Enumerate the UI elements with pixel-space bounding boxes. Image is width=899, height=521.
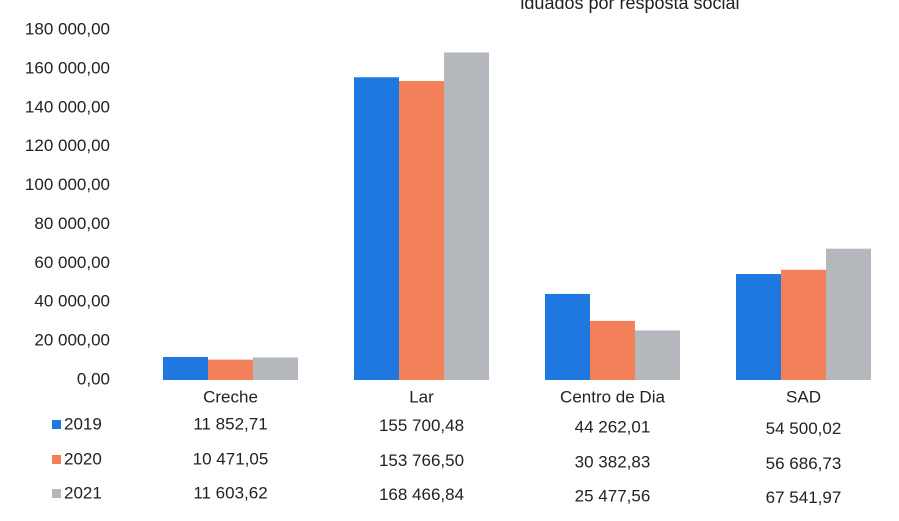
x-tick-label: SAD xyxy=(786,387,821,406)
value-label: 153 766,50 xyxy=(379,451,464,470)
value-label: 168 466,84 xyxy=(379,485,464,504)
y-tick-label: 0,00 xyxy=(77,369,110,388)
value-label: 44 262,01 xyxy=(575,417,651,436)
x-tick-label: Centro de Dia xyxy=(560,387,665,406)
bar xyxy=(444,52,489,380)
value-label: 11 852,71 xyxy=(193,414,267,433)
bar xyxy=(208,359,253,380)
value-label: 155 700,48 xyxy=(379,416,464,435)
bar xyxy=(781,269,826,380)
value-label: 56 686,73 xyxy=(766,454,842,473)
value-label: 10 471,05 xyxy=(193,449,269,468)
x-tick-label: Creche xyxy=(203,387,258,406)
y-tick-label: 80 000,00 xyxy=(34,214,110,233)
y-tick-label: 160 000,00 xyxy=(25,58,110,77)
y-tick-label: 20 000,00 xyxy=(34,331,110,350)
legend-swatch xyxy=(52,455,61,464)
legend-swatch xyxy=(52,420,61,429)
bar xyxy=(590,320,635,380)
y-tick-label: 120 000,00 xyxy=(25,136,110,155)
bar xyxy=(354,77,399,380)
bar xyxy=(399,81,444,380)
y-tick-label: 140 000,00 xyxy=(25,97,110,116)
value-label: 25 477,56 xyxy=(575,486,651,505)
y-tick-label: 180 000,00 xyxy=(25,19,110,38)
y-tick-label: 40 000,00 xyxy=(34,292,110,311)
y-tick-label: 100 000,00 xyxy=(25,175,110,194)
legend-label: 2021 xyxy=(64,483,102,502)
legend-label: 2019 xyxy=(64,414,102,433)
value-label: 54 500,02 xyxy=(766,419,842,438)
value-label: 67 541,97 xyxy=(766,488,842,507)
value-label: 30 382,83 xyxy=(575,452,651,471)
legend-swatch xyxy=(52,489,61,498)
bar xyxy=(736,274,781,380)
bar xyxy=(163,356,208,380)
legend-label: 2020 xyxy=(64,449,102,468)
y-tick-label: 60 000,00 xyxy=(34,253,110,272)
bar xyxy=(545,293,590,380)
chart-title: iduados por resposta social xyxy=(520,0,739,13)
bar xyxy=(826,248,871,380)
bar xyxy=(635,330,680,380)
value-label: 11 603,62 xyxy=(193,483,267,502)
x-tick-label: Lar xyxy=(409,387,434,406)
bar xyxy=(253,357,298,380)
